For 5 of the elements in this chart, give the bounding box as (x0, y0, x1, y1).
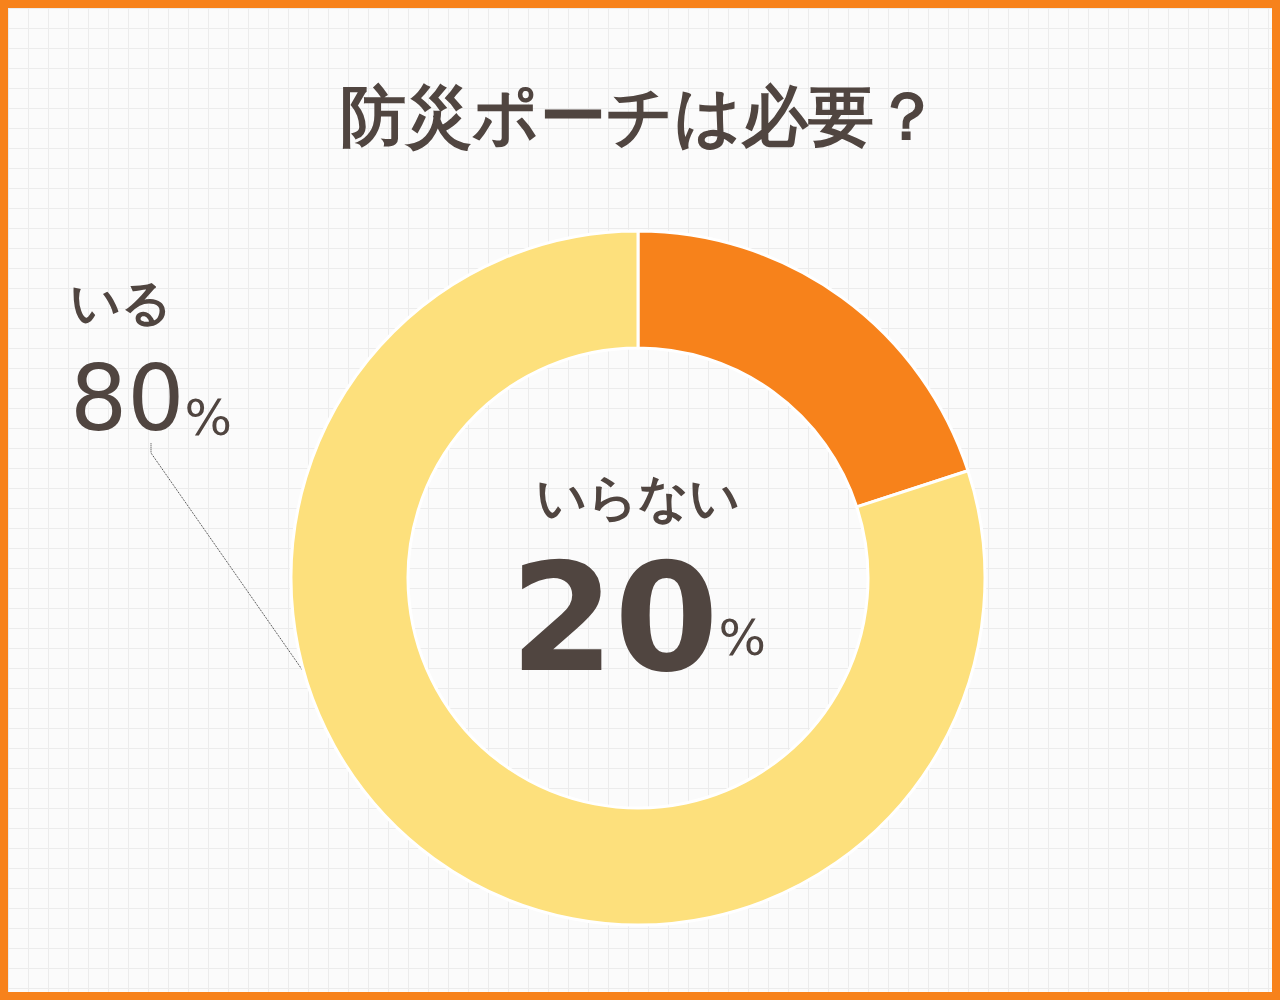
slice-label: いらない (536, 469, 740, 527)
chart-title: 防災ポーチは必要？ (340, 77, 940, 155)
data-label: 80% (70, 345, 233, 451)
data-label: 20% (509, 531, 767, 705)
slice-label: いる (70, 274, 172, 332)
